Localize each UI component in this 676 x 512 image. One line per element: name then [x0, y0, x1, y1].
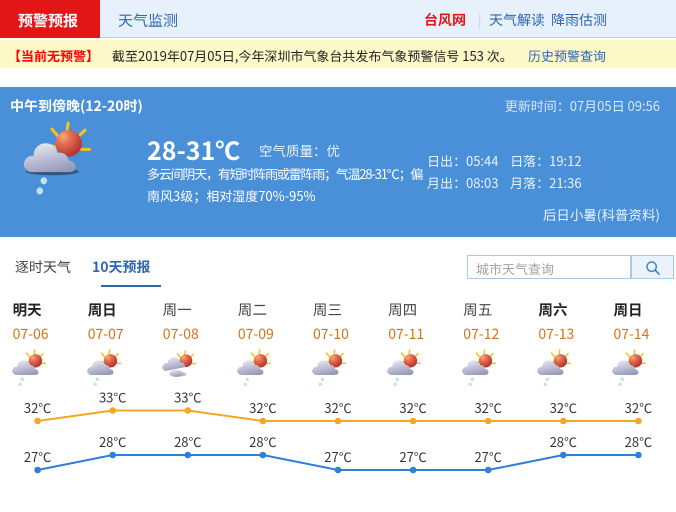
svg-text:28℃: 28℃ [550, 432, 577, 451]
svg-text:28℃: 28℃ [249, 432, 276, 451]
svg-text:28℃: 28℃ [625, 432, 652, 451]
svg-text:28℃: 28℃ [99, 432, 126, 451]
svg-text:27℃: 27℃ [399, 447, 426, 466]
svg-text:28℃: 28℃ [174, 432, 201, 451]
svg-text:27℃: 27℃ [24, 447, 51, 466]
svg-text:27℃: 27℃ [474, 447, 501, 466]
svg-text:27℃: 27℃ [324, 447, 351, 466]
